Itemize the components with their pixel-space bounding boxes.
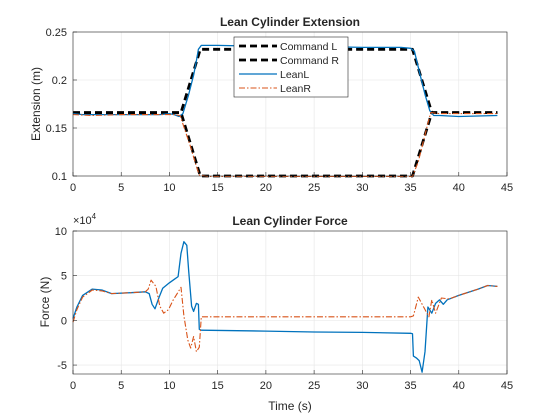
force-x-tick-label: 5 (118, 380, 124, 392)
force-y-axis-label: Force (N) (38, 277, 52, 328)
extension-x-tick-label: 40 (453, 182, 465, 194)
extension-y-tick-label: 0.15 (46, 123, 67, 135)
legend-label-command-r: Command R (280, 55, 339, 67)
extension-y-axis-label: Extension (m) (29, 67, 43, 141)
extension-series-leanr (72, 112, 498, 178)
legend-label-leanr: LeanR (280, 83, 311, 95)
extension-x-tick-label: 10 (163, 182, 175, 194)
legend-entry-command-l: Command L (239, 41, 337, 53)
force-series-leanr (72, 279, 498, 353)
extension-x-tick-label: 15 (212, 182, 224, 194)
force-y-tick-label: 10 (55, 226, 67, 238)
force-x-tick-label: 30 (356, 380, 368, 392)
extension-x-tick-label: 30 (356, 182, 368, 194)
extension-legend: Command L Command R LeanL LeanR (233, 36, 349, 98)
legend-label-command-l: Command L (280, 41, 337, 53)
extension-x-tick-label: 20 (260, 182, 272, 194)
extension-series-leanl (72, 44, 498, 118)
force-x-tick-label: 10 (163, 380, 175, 392)
extension-y-tick-label: 0.25 (46, 27, 67, 39)
extension-x-tick-label: 35 (404, 182, 416, 194)
legend-entry-leanl: LeanL (239, 69, 309, 81)
legend-entry-leanr: LeanR (239, 83, 311, 95)
extension-x-tick-label: 25 (308, 182, 320, 194)
force-x-tick-label: 40 (453, 380, 465, 392)
force-y-exponent-label: ×104 (73, 212, 97, 227)
force-y-exponent-base: ×10 (73, 215, 92, 227)
extension-ticks: 0 5 10 15 20 25 30 35 40 45 0.1 0.15 0.2 0.25 (46, 27, 514, 194)
force-x-tick-label: 20 (260, 380, 272, 392)
force-y-exponent-power: 4 (92, 212, 97, 221)
extension-chart-title: Lean Cylinder Extension (220, 15, 360, 29)
force-y-tick-label: 5 (61, 271, 67, 283)
force-x-tick-label: 15 (212, 380, 224, 392)
extension-axes: 0 5 10 15 20 25 30 35 40 45 0.1 0.15 0.2 0.25 Lean Cy… (29, 15, 513, 194)
legend-label-leanl: LeanL (280, 69, 309, 81)
force-x-tick-label: 45 (501, 380, 513, 392)
force-axes-box (72, 230, 508, 375)
force-x-tick-label: 0 (70, 380, 76, 392)
force-chart-title: Lean Cylinder Force (232, 214, 348, 228)
force-y-tick-label: 0 (61, 315, 67, 327)
force-x-tick-label: 35 (404, 380, 416, 392)
extension-x-tick-label: 0 (70, 182, 76, 194)
extension-y-tick-label: 0.2 (52, 75, 67, 87)
force-y-tick-label: -5 (57, 360, 67, 372)
force-x-tick-label: 25 (308, 380, 320, 392)
extension-x-tick-label: 45 (501, 182, 513, 194)
extension-x-tick-label: 5 (118, 182, 124, 194)
force-series-group (72, 241, 498, 373)
extension-axes-box (72, 31, 508, 177)
extension-y-tick-label: 0.1 (52, 171, 67, 183)
force-plot-area (73, 231, 507, 374)
legend-entry-command-r: Command R (239, 55, 339, 67)
force-x-axis-label: Time (s) (268, 399, 312, 413)
